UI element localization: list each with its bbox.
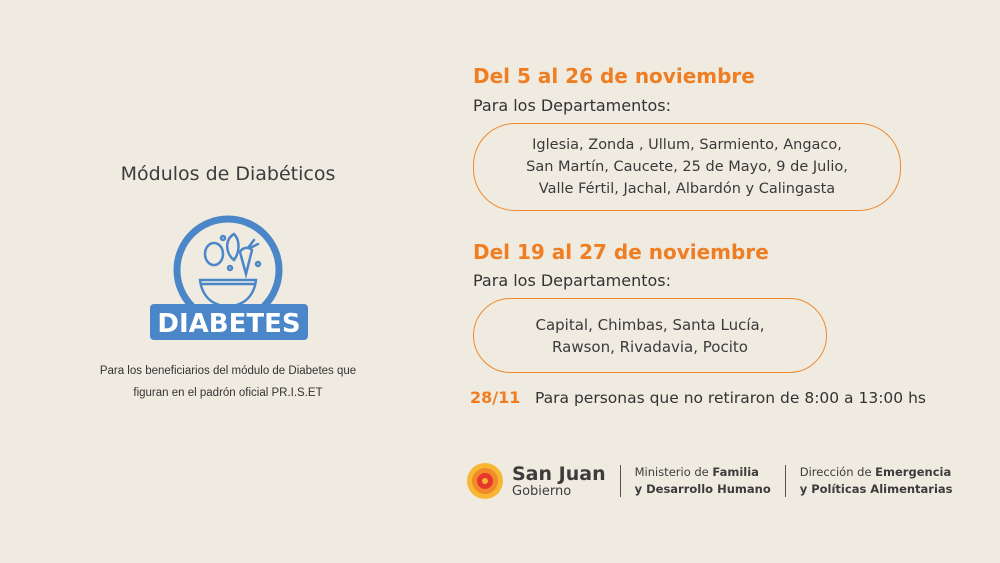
footer-logos: San Juan Gobierno Ministerio de Familia …	[466, 460, 953, 502]
schedule-2-departments: Capital, Chimbas, Santa Lucía, Rawson, R…	[473, 298, 827, 373]
svg-text:DIABETES: DIABETES	[157, 309, 300, 339]
divider	[619, 465, 621, 497]
salad-bowl-icon	[198, 232, 262, 308]
ministry-name: Ministerio de Familia y Desarrollo Human…	[634, 465, 771, 496]
direction-name: Dirección de Emergencia y Políticas Alim…	[799, 465, 953, 496]
schedule-1-dates: Del 5 al 26 de noviembre	[473, 64, 755, 88]
san-juan-sun-icon	[467, 463, 503, 499]
department-line: Iglesia, Zonda , Ullum, Sarmiento, Angac…	[532, 137, 842, 153]
san-juan-brand: San Juan Gobierno	[512, 462, 606, 499]
department-line: Capital, Chimbas, Santa Lucía,	[535, 315, 765, 334]
schedule-2-dates: Del 19 al 27 de noviembre	[473, 240, 769, 264]
page-title: Módulos de Diabéticos	[120, 163, 336, 185]
diabetes-logo: DIABETES	[150, 215, 308, 340]
extra-note: Para personas que no retiraron de 8:00 a…	[535, 389, 926, 407]
caption-line: Para los beneficiarios del módulo de Dia…	[99, 365, 357, 377]
caption-line: figuran en el padrón oficial PR.I.S.ET	[133, 387, 323, 399]
schedule-1-departments: Iglesia, Zonda , Ullum, Sarmiento, Angac…	[473, 123, 901, 211]
department-line: Valle Fértil, Jachal, Albardón y Calinga…	[538, 181, 836, 197]
department-line: Rawson, Rivadavia, Pocito	[552, 337, 748, 356]
department-line: San Martín, Caucete, 25 de Mayo, 9 de Ju…	[526, 159, 848, 175]
extra-date: 28/11	[470, 388, 521, 407]
schedule-1-label: Para los Departamentos:	[473, 96, 671, 115]
divider	[784, 465, 786, 497]
beneficiaries-caption: Para los beneficiarios del módulo de Dia…	[70, 360, 386, 404]
schedule-2-label: Para los Departamentos:	[473, 271, 671, 290]
